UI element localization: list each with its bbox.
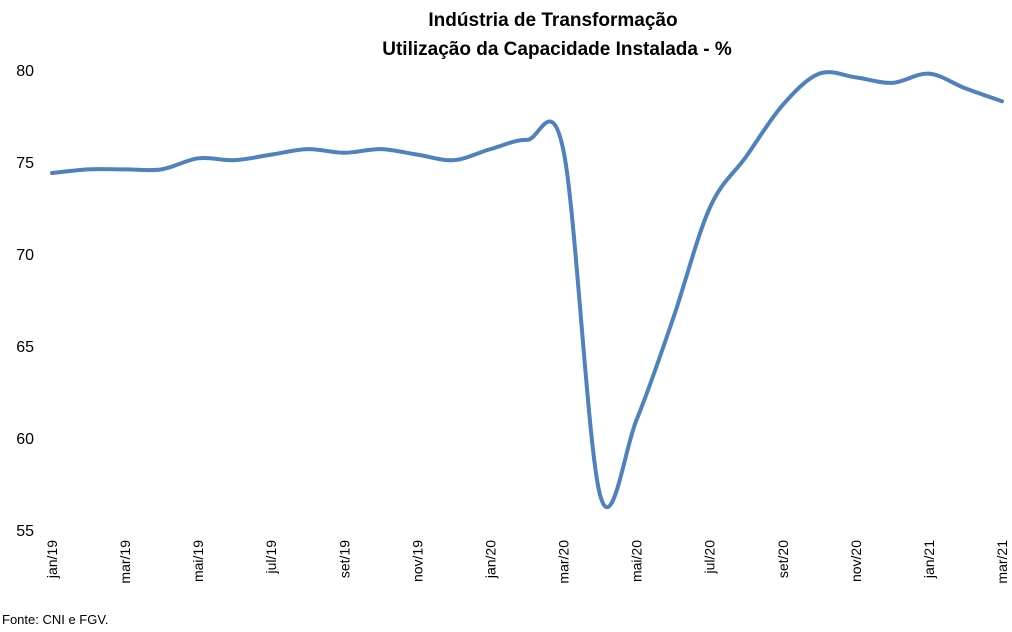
source-note: Fonte: CNI e FGV. [2,612,109,627]
x-tick-label: mai/20 [629,540,645,582]
chart-title-line1: Indústria de Transformação [428,10,677,31]
x-tick-label: mar/19 [117,540,133,584]
y-tick-label: 65 [16,339,34,356]
x-tick-label: nov/20 [848,540,864,582]
y-tick-label: 75 [16,155,34,172]
y-tick-label: 60 [16,431,34,448]
y-tick-label: 70 [16,247,34,264]
series-line [50,70,1004,510]
x-tick-label: mar/21 [994,540,1010,584]
x-tick-label: mai/19 [190,540,206,582]
x-tick-label: set/20 [775,540,791,578]
x-tick-label: jan/20 [482,540,498,579]
x-tick-label: set/19 [336,540,352,578]
y-tick-label: 80 [16,63,34,80]
x-tick-label: jul/20 [702,540,718,575]
x-tick-label: jul/19 [263,540,279,575]
y-axis: 55 60 65 70 75 80 [16,63,34,540]
x-tick-label: jan/21 [921,540,937,579]
x-axis: jan/19 mar/19 mai/19 jul/19 set/19 nov/19 jan/… [44,540,1010,584]
y-tick-label: 55 [16,523,34,540]
x-tick-label: mar/20 [556,540,572,584]
x-tick-label: nov/19 [409,540,425,582]
chart-title-line2: Utilização da Capacidade Instalada - % [382,39,732,60]
x-tick-label: jan/19 [44,540,60,579]
